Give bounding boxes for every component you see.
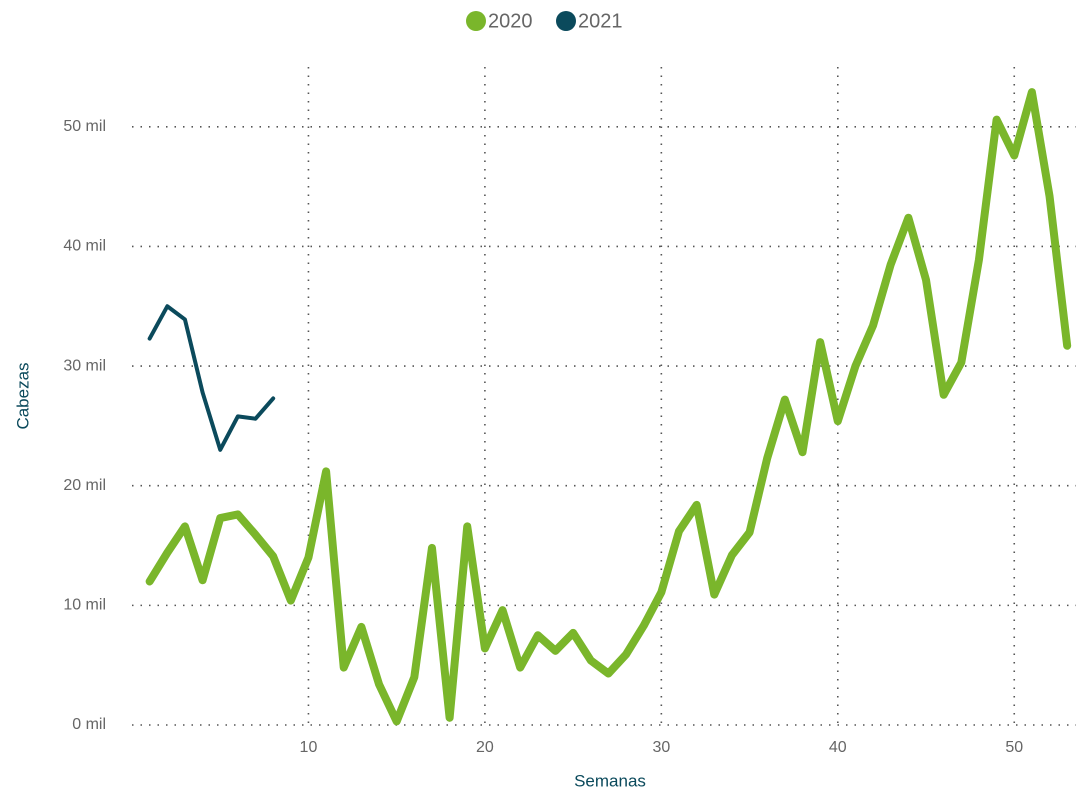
line-series — [145, 88, 1072, 726]
legend-label: 2020 — [488, 10, 533, 32]
x-tick-label: 50 — [1005, 739, 1023, 756]
legend-marker — [556, 11, 576, 31]
line-series — [147, 304, 276, 452]
y-tick-label: 20 mil — [63, 477, 106, 494]
y-tick-label: 30 mil — [63, 357, 106, 374]
y-tick-label: 40 mil — [63, 238, 106, 255]
legend-label: 2021 — [578, 10, 623, 32]
x-tick-label: 30 — [652, 739, 670, 756]
y-tick-label: 0 mil — [72, 716, 106, 733]
x-tick-label: 40 — [829, 739, 847, 756]
y-tick-label: 10 mil — [63, 597, 106, 614]
x-axis-title: Semanas — [574, 771, 646, 790]
x-tick-label: 10 — [300, 739, 318, 756]
legend-marker — [466, 11, 486, 31]
y-axis-title: Cabezas — [13, 362, 32, 429]
y-tick-label: 50 mil — [63, 118, 106, 135]
x-tick-label: 20 — [476, 739, 494, 756]
